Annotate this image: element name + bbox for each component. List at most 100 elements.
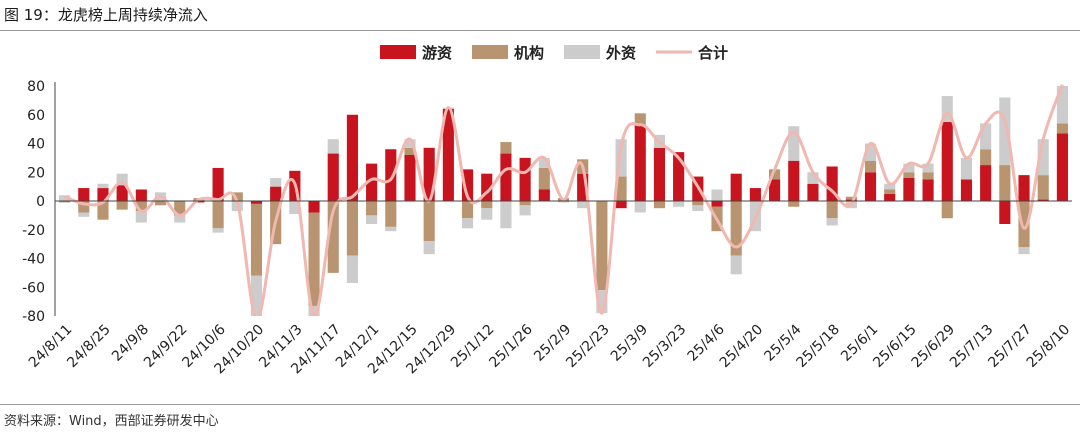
bar-waizi-10 (250, 275, 263, 316)
bar-youzi-29 (615, 201, 627, 209)
bar-jigou-15 (346, 201, 358, 256)
bar-waizi-14 (327, 139, 339, 154)
bar-waizi-19 (423, 241, 435, 255)
bar-jigou-5 (154, 201, 167, 206)
bar-youzi-18 (404, 155, 416, 201)
bar-waizi-12 (289, 201, 301, 214)
bar-jigou-14 (327, 201, 339, 273)
legend-swatch-waizi (564, 45, 600, 59)
bar-youzi-15 (346, 114, 358, 201)
legend-label-total: 合计 (697, 44, 728, 62)
bar-youzi-3 (116, 185, 128, 201)
bar-waizi-38 (788, 126, 800, 161)
bar-waizi-17 (385, 226, 397, 232)
y-tick-label: 20 (27, 165, 45, 181)
bar-jigou-48 (980, 149, 992, 166)
bar-youzi-7 (193, 201, 205, 203)
x-tick-label: 25/5/18 (793, 321, 842, 370)
bar-jigou-33 (692, 201, 704, 206)
bar-waizi-15 (346, 255, 358, 283)
bar-youzi-42 (864, 172, 877, 201)
bar-jigou-0 (59, 201, 71, 203)
bar-waizi-32 (673, 201, 685, 207)
bar-jigou-16 (366, 201, 378, 216)
total-line-path (64, 84, 1064, 316)
bar-youzi-49 (999, 201, 1011, 224)
bar-youzi-34 (711, 201, 723, 207)
x-tick-label: 25/8/10 (1024, 322, 1073, 371)
bar-youzi-40 (826, 166, 838, 201)
bar-waizi-11 (270, 178, 282, 187)
bar-youzi-10 (250, 201, 263, 204)
bar-jigou-29 (615, 176, 627, 201)
legend-label-jigou: 机构 (514, 44, 544, 62)
bar-youzi-19 (423, 147, 435, 201)
bar-jigou-50 (1018, 201, 1030, 247)
bar-jigou-35 (730, 201, 742, 256)
bar-waizi-42 (864, 143, 877, 161)
bar-jigou-23 (500, 142, 512, 154)
bar-youzi-13 (308, 201, 320, 213)
bar-youzi-31 (653, 147, 666, 201)
bar-youzi-37 (769, 179, 781, 201)
bar-waizi-21 (461, 218, 474, 229)
bar-youzi-23 (500, 153, 512, 201)
bar-jigou-46 (941, 201, 953, 219)
y-tick-label: 40 (27, 137, 45, 153)
bar-waizi-44 (903, 163, 915, 173)
x-tick-label: 25/2/23 (563, 322, 612, 371)
legend-swatch-jigou (472, 45, 508, 59)
bar-jigou-30 (634, 113, 646, 125)
bar-youzi-1 (78, 188, 90, 201)
bar-jigou-9 (231, 192, 243, 201)
bottom-divider (0, 404, 1080, 405)
bar-youzi-4 (135, 189, 147, 201)
bar-youzi-51 (1037, 199, 1049, 201)
bar-waizi-18 (404, 139, 416, 148)
bar-youzi-32 (673, 152, 685, 201)
bar-jigou-22 (481, 201, 493, 209)
bar-waizi-8 (212, 228, 224, 233)
bar-youzi-2 (97, 188, 109, 201)
bar-jigou-44 (903, 172, 915, 178)
bar-waizi-26 (557, 201, 570, 203)
bar-jigou-10 (250, 203, 263, 276)
x-tick-label: 25/1/26 (486, 321, 536, 371)
bar-youzi-43 (884, 193, 896, 201)
bar-jigou-13 (308, 212, 320, 306)
y-tick-label: 0 (36, 194, 45, 210)
bar-jigou-28 (596, 201, 608, 291)
source-note: 资料来源：Wind，西部证券研发中心 (4, 414, 219, 429)
bar-youzi-38 (788, 160, 800, 201)
bar-jigou-41 (845, 196, 857, 200)
bar-youzi-24 (519, 157, 531, 201)
bar-jigou-19 (423, 201, 435, 242)
bar-youzi-17 (385, 149, 397, 201)
bar-youzi-39 (807, 183, 819, 201)
bar-waizi-24 (519, 205, 531, 216)
bar-jigou-4 (135, 201, 147, 212)
bar-youzi-22 (481, 173, 493, 201)
bar-jigou-40 (826, 201, 838, 219)
bar-youzi-41 (845, 199, 857, 201)
bar-jigou-52 (1056, 123, 1068, 134)
top-divider (0, 30, 1080, 31)
bar-jigou-1 (78, 201, 90, 213)
bar-waizi-50 (1018, 247, 1030, 255)
bar-waizi-27 (577, 201, 589, 209)
bar-waizi-30 (634, 201, 646, 213)
bar-youzi-30 (634, 124, 646, 201)
bar-waizi-3 (116, 173, 128, 186)
bar-youzi-50 (1018, 175, 1030, 201)
bar-youzi-44 (903, 178, 915, 201)
y-tick-label: -80 (22, 309, 45, 325)
bar-youzi-16 (366, 163, 378, 201)
y-tick-label: -40 (22, 252, 45, 268)
bar-jigou-17 (385, 201, 397, 227)
bar-waizi-34 (711, 189, 723, 201)
bar-youzi-20 (442, 109, 454, 201)
bar-jigou-42 (864, 160, 877, 173)
bar-waizi-2 (97, 183, 109, 189)
figure-title: 图 19：龙虎榜上周持续净流入 (4, 6, 208, 24)
